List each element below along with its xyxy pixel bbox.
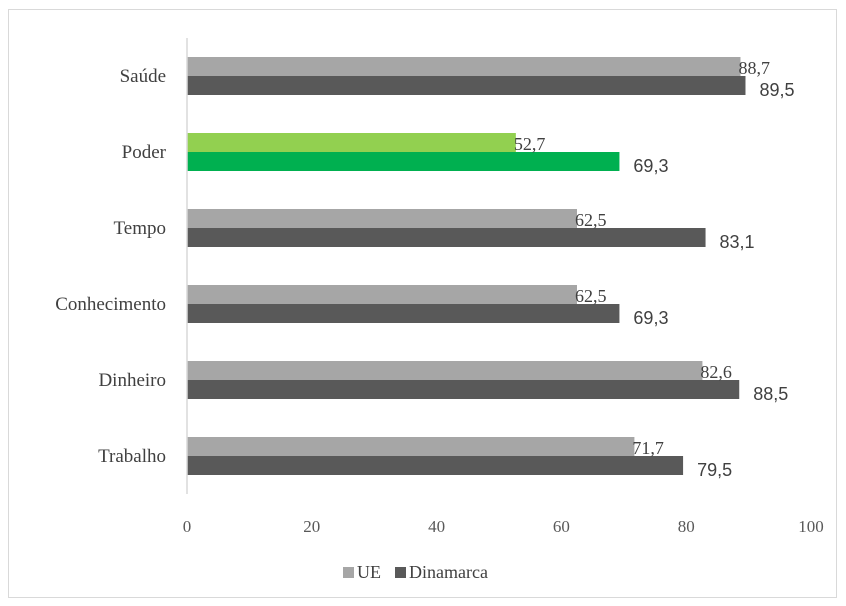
data-label-dinamarca-saude: 89,5 (759, 80, 794, 100)
bar-dinamarca-conhecimento (187, 304, 620, 323)
x-tick-labels: 0 20 40 60 80 100 (183, 517, 824, 536)
data-label-dinamarca-poder: 69,3 (633, 156, 668, 176)
category-label-poder: Poder (122, 142, 167, 163)
data-label-ue-saude: 88,7 (738, 58, 770, 78)
bar-ue-dinheiro (187, 361, 703, 380)
data-label-dinamarca-trabalho: 79,5 (697, 460, 732, 480)
x-tick-20: 20 (303, 517, 320, 536)
bar-ue-conhecimento (187, 285, 577, 304)
data-label-dinamarca-dinheiro: 88,5 (753, 384, 788, 404)
legend-swatch-ue (343, 567, 354, 578)
labels-group: Saúde 88,789,5 Poder 52,7 69,3 Tempo 62,5 83,1 C… (55, 58, 794, 480)
x-tick-80: 80 (678, 517, 695, 536)
bar-dinamarca-trabalho (187, 456, 684, 475)
chart-frame (8, 9, 837, 598)
bar-dinamarca-tempo (187, 228, 706, 247)
category-label-conhecimento: Conhecimento (55, 294, 166, 315)
data-label-ue-dinheiro: 82,6 (700, 362, 732, 382)
bar-dinamarca-saude (187, 76, 746, 95)
bar-ue-poder (187, 133, 516, 152)
category-label-tempo: Tempo (114, 218, 167, 239)
category-label-saude: Saúde (120, 66, 166, 87)
bar-ue-trabalho (187, 437, 635, 456)
legend-label-ue: UE (357, 562, 381, 582)
bar-dinamarca-poder (187, 152, 620, 171)
data-label-ue-poder: 52,7 (514, 134, 546, 154)
bar-ue-saude (187, 57, 741, 76)
data-label-ue-tempo: 62,5 (575, 210, 607, 230)
x-tick-100: 100 (798, 517, 824, 536)
category-label-trabalho: Trabalho (98, 446, 166, 467)
data-label-dinamarca-tempo: 83,1 (720, 232, 755, 252)
x-tick-40: 40 (428, 517, 445, 536)
legend: UE Dinamarca (343, 562, 488, 582)
data-label-dinamarca-conhecimento: 69,3 (633, 308, 668, 328)
bar-dinamarca-dinheiro (187, 380, 740, 399)
legend-label-dinamarca: Dinamarca (409, 562, 488, 582)
x-tick-0: 0 (183, 517, 192, 536)
data-label-ue-conhecimento: 62,5 (575, 286, 607, 306)
bars-group (187, 57, 746, 475)
bar-ue-tempo (187, 209, 577, 228)
legend-swatch-dinamarca (395, 567, 406, 578)
x-tick-60: 60 (553, 517, 570, 536)
category-label-dinheiro: Dinheiro (98, 370, 166, 391)
data-label-ue-trabalho: 71,7 (632, 438, 664, 458)
